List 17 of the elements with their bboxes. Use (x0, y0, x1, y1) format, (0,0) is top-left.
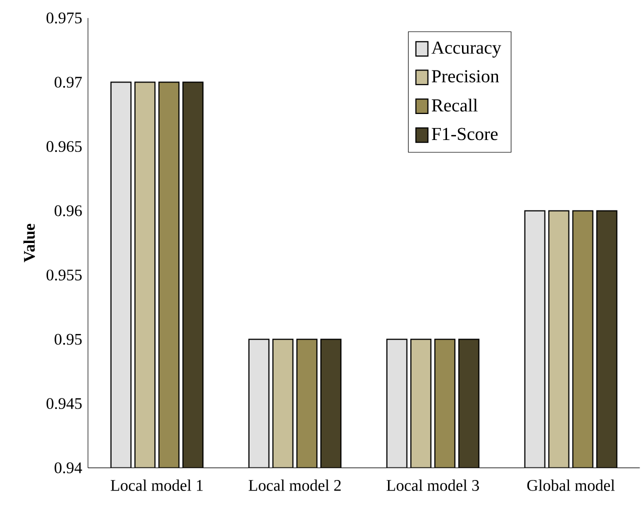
y-tick-label: 0.96 (54, 205, 82, 216)
y-tick-label: 0.955 (46, 270, 82, 281)
y-axis-title: Value (23, 224, 35, 262)
y-tick-label: 0.965 (46, 141, 82, 152)
legend-label: Accuracy (431, 42, 502, 58)
x-tick-label: Local model 2 (248, 480, 341, 491)
legend-label: Recall (432, 98, 478, 112)
x-tick-label: Global model (527, 480, 615, 491)
y-tick-label: 0.94 (54, 462, 82, 474)
y-tick-label: 0.975 (46, 12, 82, 24)
y-tick-label: 0.97 (54, 76, 82, 88)
x-tick-label: Local model 3 (386, 480, 479, 491)
legend-label: Precision (432, 70, 500, 82)
legend-label: F1-Score (432, 128, 498, 140)
y-tick-label: 0.945 (46, 398, 82, 410)
y-tick-label: 0.95 (54, 334, 82, 345)
x-tick-label: Local model 1 (110, 480, 203, 491)
